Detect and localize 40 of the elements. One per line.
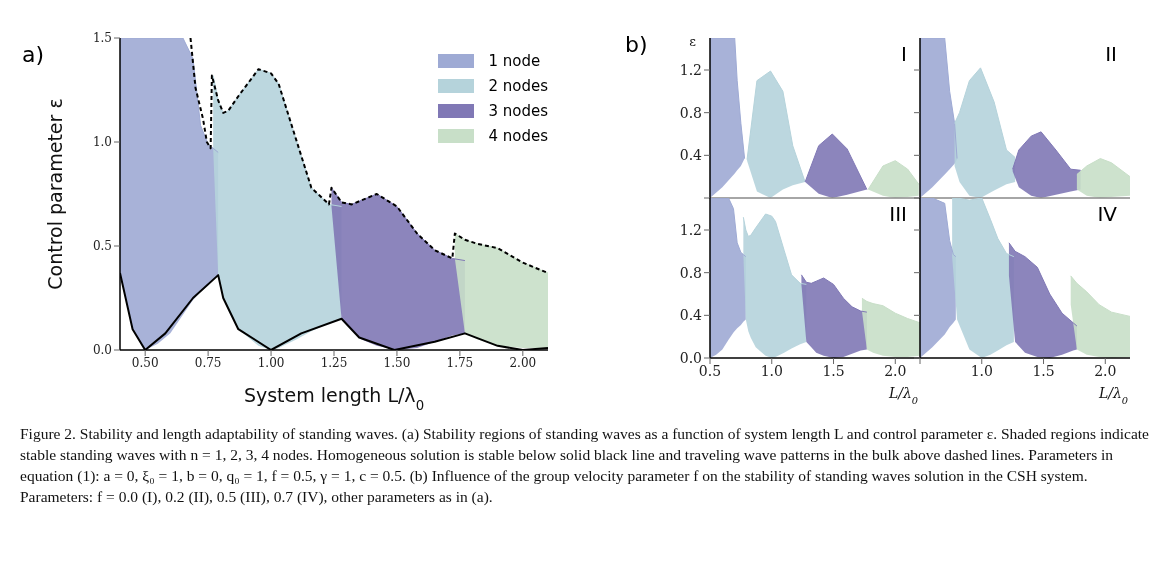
annotation: IV	[1097, 202, 1117, 226]
y-tick-label: 1.2	[679, 61, 702, 78]
y-tick-label: 0.8	[679, 264, 702, 281]
x-tick-label: 2.00	[509, 355, 537, 370]
x-axis-title: System length L/λ$_{0}$	[243, 384, 425, 413]
y-tick-label: 0.4	[679, 307, 703, 324]
x-tick-label: 1.25	[320, 355, 348, 370]
y-axis-title: Control parameter ε	[44, 98, 66, 290]
x-tick-label: 2.0	[1094, 362, 1117, 379]
y-tick-label: 0.5	[92, 239, 112, 254]
legend-label: 4 nodes	[488, 126, 548, 145]
line-series	[189, 38, 548, 275]
x-tick-label: 1.75	[446, 355, 474, 370]
x-tick-label: 2.0	[884, 362, 907, 379]
y-tick-label: 1.5	[92, 31, 112, 46]
y-tick-label: 1.0	[92, 135, 112, 150]
annotation: II	[1105, 42, 1117, 66]
x-axis-title: L/λ$_{0}$	[1097, 385, 1128, 406]
legend-label: 2 nodes	[488, 76, 548, 95]
annotation: I	[901, 42, 907, 66]
x-tick-label: 1.50	[383, 355, 411, 370]
x-tick-label: 0.75	[194, 355, 222, 370]
legend-label: 3 nodes	[488, 101, 548, 120]
y-tick-label: 0.4	[679, 147, 703, 164]
x-tick-label: 1.00	[257, 355, 285, 370]
x-tick-label: 1.0	[760, 362, 783, 379]
x-tick-label: 1.5	[822, 362, 845, 379]
x-axis-title: L/λ$_{0}$	[887, 385, 918, 406]
legend-label: 1 node	[488, 51, 541, 70]
y-tick-label: 0.0	[92, 343, 112, 358]
y-tick-label: 0.8	[679, 104, 702, 121]
text: b)	[625, 32, 648, 57]
caption: Figure 2. Stability and length adaptability of standing waves. (a) Stability regions of standing waves as a function of system length L and control parameter ε. Shaded regions indicate stable standing waves with n = 1, 2, 3, 4 nodes. Homogeneous solution is stable below solid black line and traveling wave patterns in the bulk above dashed lines. Parameters in equation (1): a = 0, ξ₀ = 1, b = 0, q₀ = 1, f = 0.5, γ = 1, c = 0.5. (b) Influence of the group velocity parameter f on the stability of standing waves solution in the CSH system. Parameters: f = 0.0 (I), 0.2 (II), 0.5 (III), 0.7 (IV), other parameters as in (a).	[20, 424, 1150, 507]
x-tick-label: 1.0	[970, 362, 993, 379]
y-axis-title: ε	[689, 34, 697, 49]
y-tick-label: 1.2	[679, 221, 702, 238]
x-tick-label: 1.5	[1032, 362, 1055, 379]
annotation: III	[889, 202, 907, 226]
text: a)	[22, 42, 45, 67]
x-tick-label: 0.50	[131, 355, 159, 370]
